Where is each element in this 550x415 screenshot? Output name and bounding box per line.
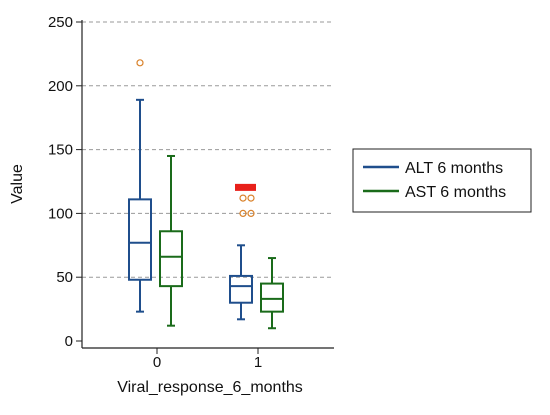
y-tick-label: 200	[48, 78, 73, 95]
x-tick-label: 0	[153, 354, 161, 371]
box-1-0	[159, 154, 183, 327]
box-iqr	[260, 282, 284, 313]
outlier-point	[239, 194, 247, 202]
legend-label: AST 6 months	[405, 184, 506, 201]
box-iqr	[128, 198, 152, 281]
box-0-1	[229, 244, 253, 321]
gridlines	[82, 21, 334, 278]
box-1-1	[260, 257, 284, 330]
y-tick-label: 250	[48, 14, 73, 31]
outlier-point	[247, 194, 255, 202]
legend: ALT 6 months AST 6 months	[352, 148, 532, 213]
y-tick-label: 0	[65, 333, 73, 350]
box-iqr	[229, 274, 253, 304]
boxes	[128, 59, 284, 330]
extreme-outlier-cluster	[235, 183, 256, 191]
axes: 0 50 100 150 200 250 0 1	[48, 14, 334, 371]
x-axis-title: Viral_response_6_months	[117, 379, 303, 396]
y-axis-title: Value	[9, 164, 26, 204]
outlier-point	[136, 59, 144, 67]
y-tick-label: 150	[48, 142, 73, 159]
legend-box	[352, 148, 532, 213]
outlier-point	[247, 209, 255, 217]
box-0-0	[128, 98, 152, 313]
y-tick-label: 100	[48, 205, 73, 222]
box-iqr	[159, 230, 183, 288]
legend-label: ALT 6 months	[405, 160, 503, 177]
y-tick-label: 50	[56, 269, 73, 286]
x-tick-label: 1	[254, 354, 262, 371]
outlier-point	[239, 209, 247, 217]
